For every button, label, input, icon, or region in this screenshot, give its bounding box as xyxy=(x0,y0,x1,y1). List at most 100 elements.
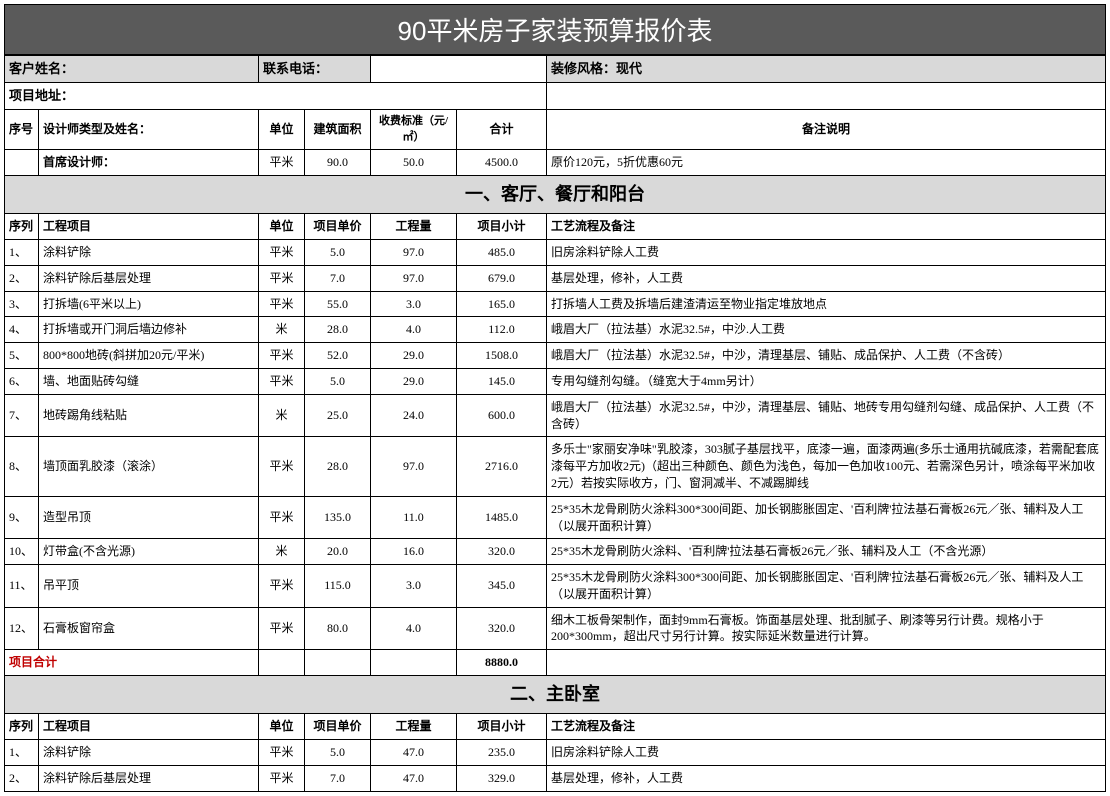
designer-fee: 50.0 xyxy=(371,150,457,176)
cell-name: 800*800地砖(斜拼加20元/平米) xyxy=(39,343,259,369)
cell-unit: 平米 xyxy=(259,265,305,291)
cell-unit: 平米 xyxy=(259,765,305,791)
cell-seq: 9、 xyxy=(5,496,39,539)
cell-seq: 8、 xyxy=(5,437,39,496)
cell-qty: 97.0 xyxy=(371,437,457,496)
fee-header: 收费标准（元/㎡） xyxy=(371,110,457,150)
section-title: 二、主卧室 xyxy=(5,676,1106,714)
unit-header: 单位 xyxy=(259,110,305,150)
col-header-name: 工程项目 xyxy=(39,214,259,240)
cell-note: 旧房涂料铲除人工费 xyxy=(547,740,1106,766)
cell-note: 多乐士"家丽安净味"乳胶漆，303腻子基层找平，底漆一遍，面漆两遍(多乐士通用抗… xyxy=(547,437,1106,496)
cell-name: 涂料铲除 xyxy=(39,740,259,766)
table-row: 12、石膏板窗帘盒平米80.04.0320.0细木工板骨架制作，面封9mm石膏板… xyxy=(5,607,1106,650)
designer-seq xyxy=(5,150,39,176)
budget-table: 客户姓名： 联系电话： 装修风格：现代 项目地址： 序号 设计师类型及姓名： 单… xyxy=(4,55,1106,792)
cell-price: 7.0 xyxy=(305,765,371,791)
cell-sub: 320.0 xyxy=(457,607,547,650)
section-header-row: 序列工程项目单位项目单价工程量项目小计工艺流程及备注 xyxy=(5,714,1106,740)
cell-note: 基层处理，修补，人工费 xyxy=(547,265,1106,291)
cell-seq: 4、 xyxy=(5,317,39,343)
col-header-note: 工艺流程及备注 xyxy=(547,214,1106,240)
table-row: 6、墙、地面贴砖勾缝平米5.029.0145.0专用勾缝剂勾缝。（缝宽大于4mm… xyxy=(5,368,1106,394)
cell-qty: 97.0 xyxy=(371,265,457,291)
designer-area: 90.0 xyxy=(305,150,371,176)
col-header-unit: 单位 xyxy=(259,214,305,240)
cell-qty: 3.0 xyxy=(371,565,457,608)
cell-seq: 12、 xyxy=(5,607,39,650)
cell-price: 28.0 xyxy=(305,317,371,343)
cell-note: 峨眉大厂（拉法基）水泥32.5#，中沙，清理基层、铺贴、成品保护、人工费（不含砖… xyxy=(547,343,1106,369)
cell-qty: 16.0 xyxy=(371,539,457,565)
subtotal-note xyxy=(547,650,1106,676)
col-header-sub: 项目小计 xyxy=(457,214,547,240)
cell-qty: 47.0 xyxy=(371,740,457,766)
cell-qty: 3.0 xyxy=(371,291,457,317)
cell-unit: 平米 xyxy=(259,437,305,496)
col-header-seq: 序列 xyxy=(5,214,39,240)
total-header: 合计 xyxy=(457,110,547,150)
cell-qty: 97.0 xyxy=(371,239,457,265)
cell-price: 55.0 xyxy=(305,291,371,317)
cell-sub: 600.0 xyxy=(457,394,547,437)
cell-seq: 10、 xyxy=(5,539,39,565)
table-row: 2、涂料铲除后基层处理平米7.097.0679.0基层处理，修补，人工费 xyxy=(5,265,1106,291)
subtotal-label: 项目合计 xyxy=(5,650,259,676)
cell-seq: 11、 xyxy=(5,565,39,608)
cell-seq: 7、 xyxy=(5,394,39,437)
cell-unit: 米 xyxy=(259,317,305,343)
table-row: 7、地砖踢角线粘贴米25.024.0600.0峨眉大厂（拉法基）水泥32.5#，… xyxy=(5,394,1106,437)
table-row: 9、造型吊顶平米135.011.01485.025*35木龙骨刷防火涂料300*… xyxy=(5,496,1106,539)
cell-sub: 1508.0 xyxy=(457,343,547,369)
subtotal-empty xyxy=(305,650,371,676)
cell-qty: 47.0 xyxy=(371,765,457,791)
cell-sub: 329.0 xyxy=(457,765,547,791)
cell-name: 石膏板窗帘盒 xyxy=(39,607,259,650)
cell-price: 135.0 xyxy=(305,496,371,539)
section-header-row: 序列工程项目单位项目单价工程量项目小计工艺流程及备注 xyxy=(5,214,1106,240)
cell-price: 80.0 xyxy=(305,607,371,650)
cell-price: 20.0 xyxy=(305,539,371,565)
phone-label: 联系电话： xyxy=(259,56,371,83)
address-value xyxy=(547,83,1106,110)
cell-seq: 2、 xyxy=(5,265,39,291)
phone-value xyxy=(371,56,547,83)
col-header-note: 工艺流程及备注 xyxy=(547,714,1106,740)
cell-price: 52.0 xyxy=(305,343,371,369)
designer-row: 首席设计师： 平米 90.0 50.0 4500.0 原价120元，5折优惠60… xyxy=(5,150,1106,176)
subtotal-empty xyxy=(371,650,457,676)
subtotal-value: 8880.0 xyxy=(457,650,547,676)
cell-sub: 2716.0 xyxy=(457,437,547,496)
cell-name: 墙、地面贴砖勾缝 xyxy=(39,368,259,394)
col-header-price: 项目单价 xyxy=(305,214,371,240)
cell-unit: 米 xyxy=(259,539,305,565)
page-title: 90平米房子家装预算报价表 xyxy=(4,4,1106,55)
cell-price: 5.0 xyxy=(305,239,371,265)
cell-seq: 1、 xyxy=(5,239,39,265)
cell-note: 25*35木龙骨刷防火涂料300*300间距、加长钢膨胀固定、'百利牌'拉法基石… xyxy=(547,565,1106,608)
cell-name: 灯带盒(不含光源) xyxy=(39,539,259,565)
cell-unit: 平米 xyxy=(259,496,305,539)
table-row: 10、灯带盒(不含光源)米20.016.0320.025*35木龙骨刷防火涂料、… xyxy=(5,539,1106,565)
cell-unit: 平米 xyxy=(259,740,305,766)
cell-note: 基层处理，修补，人工费 xyxy=(547,765,1106,791)
cell-qty: 11.0 xyxy=(371,496,457,539)
cell-price: 115.0 xyxy=(305,565,371,608)
col-header-price: 项目单价 xyxy=(305,714,371,740)
table-row: 11、吊平顶平米115.03.0345.025*35木龙骨刷防火涂料300*30… xyxy=(5,565,1106,608)
cell-note: 打拆墙人工费及拆墙后建渣清运至物业指定堆放地点 xyxy=(547,291,1106,317)
col-header-qty: 工程量 xyxy=(371,214,457,240)
cell-sub: 235.0 xyxy=(457,740,547,766)
designer-total: 4500.0 xyxy=(457,150,547,176)
address-label: 项目地址： xyxy=(5,83,547,110)
designer-note: 原价120元，5折优惠60元 xyxy=(547,150,1106,176)
col-header-qty: 工程量 xyxy=(371,714,457,740)
section-title: 一、客厅、餐厅和阳台 xyxy=(5,175,1106,213)
cell-qty: 24.0 xyxy=(371,394,457,437)
cell-note: 峨眉大厂（拉法基）水泥32.5#，中沙，清理基层、铺贴、地砖专用勾缝剂勾缝、成品… xyxy=(547,394,1106,437)
cell-price: 7.0 xyxy=(305,265,371,291)
cell-seq: 5、 xyxy=(5,343,39,369)
cell-qty: 4.0 xyxy=(371,607,457,650)
cell-sub: 165.0 xyxy=(457,291,547,317)
cell-seq: 3、 xyxy=(5,291,39,317)
